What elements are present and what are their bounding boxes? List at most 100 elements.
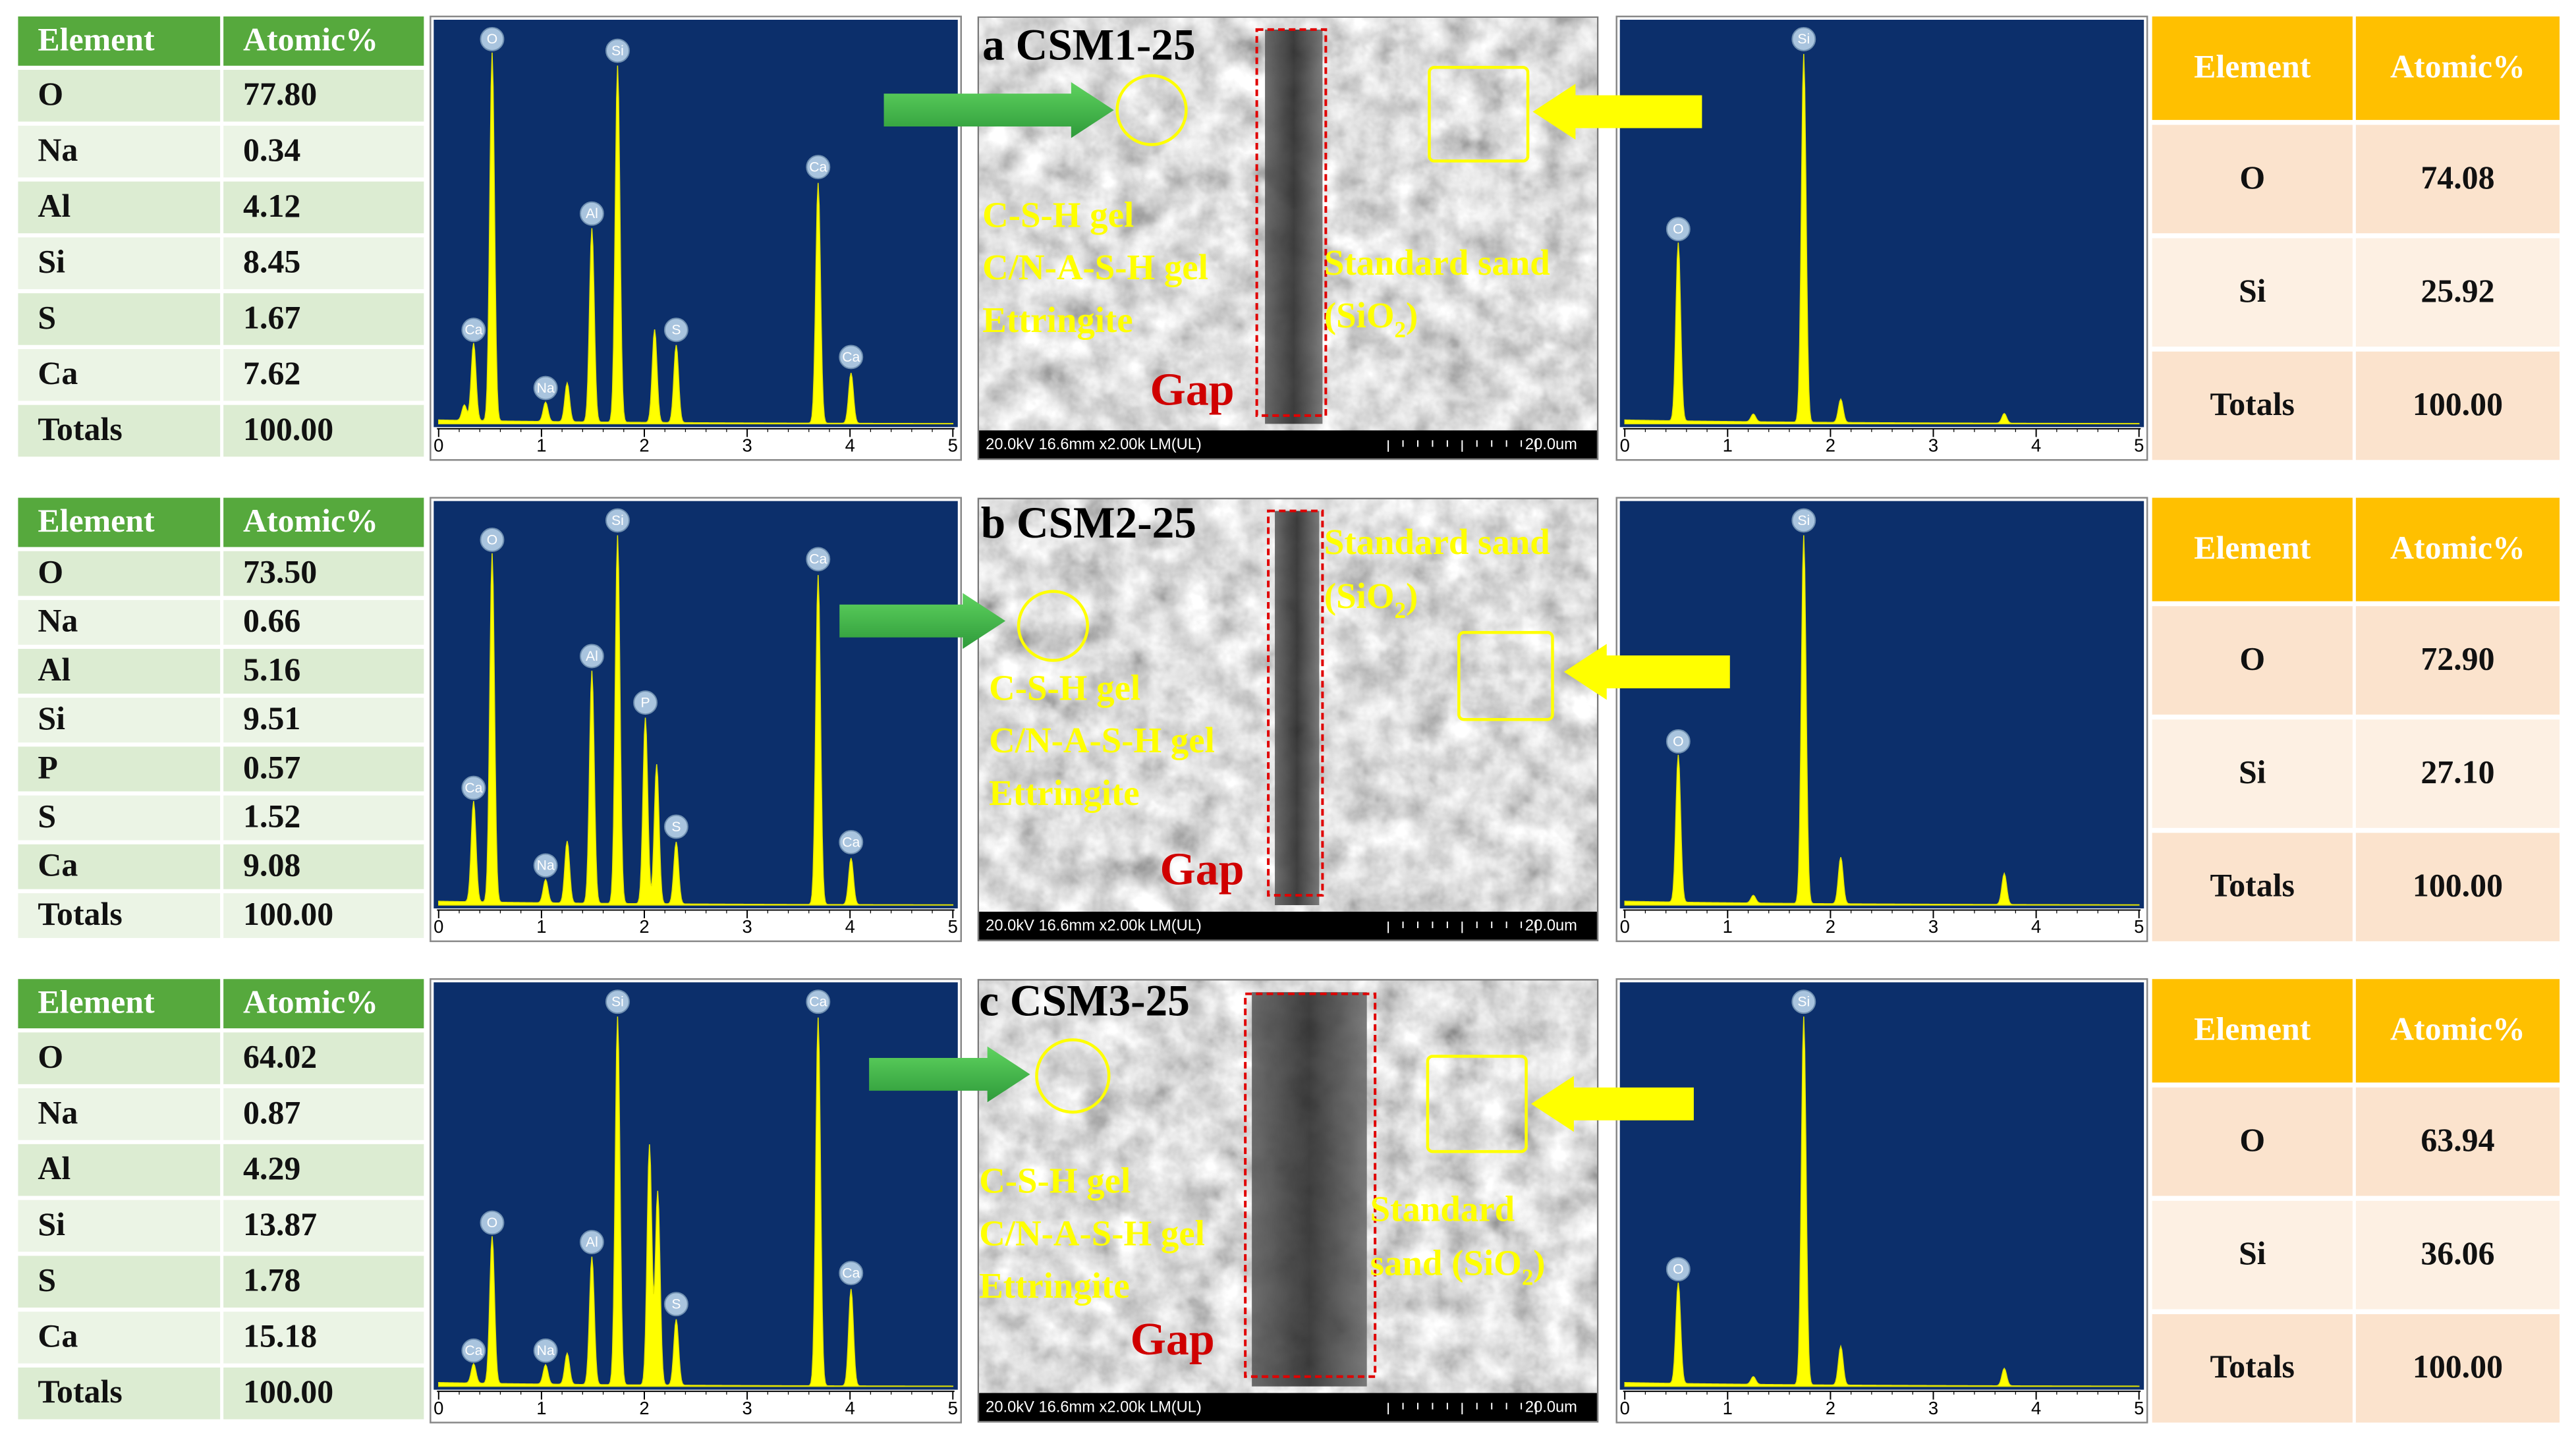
sem-scale-label: 20.0um xyxy=(1525,1398,1577,1416)
peak-label: Ca xyxy=(464,323,482,338)
peak-marker xyxy=(839,830,864,854)
peak-marker xyxy=(461,775,486,800)
peak-marker xyxy=(1791,989,1816,1014)
table-cell-text: 4.29 xyxy=(243,1150,300,1186)
peak-marker xyxy=(480,26,505,51)
table-header-cell xyxy=(2152,979,2353,1083)
x-tick-label: 1 xyxy=(536,1398,546,1418)
x-tick-label: 0 xyxy=(434,916,443,937)
sem-scale-label: 20.0um xyxy=(1525,436,1577,453)
x-tick-label: 3 xyxy=(1928,1398,1938,1418)
peak-label: Si xyxy=(611,43,624,59)
x-tick-label: 5 xyxy=(948,1398,958,1418)
table-cell-text: 1.78 xyxy=(243,1262,300,1298)
gap-band xyxy=(1265,29,1323,424)
sand-label-part: ) xyxy=(1533,1242,1545,1283)
sand-label: Standard xyxy=(1370,1188,1515,1229)
table-cell xyxy=(223,348,424,401)
sand-label: (SiO2) xyxy=(1324,294,1418,342)
x-tick-label: 1 xyxy=(1723,1398,1733,1418)
table-cell xyxy=(18,237,221,289)
phase-label: Ettringite xyxy=(989,773,1139,813)
x-tick-label: 5 xyxy=(2134,1398,2144,1418)
x-tick-label: 0 xyxy=(434,1398,443,1418)
table-header-text: Atomic% xyxy=(2390,530,2525,566)
table-cell-text: Totals xyxy=(38,411,122,447)
peak-label: O xyxy=(487,32,497,47)
x-tick-label: 1 xyxy=(1723,916,1733,937)
peak-label: Si xyxy=(611,994,624,1009)
table-cell-text: S xyxy=(38,299,56,335)
spectrum-curve xyxy=(1624,535,2140,906)
table-header-text: Element xyxy=(2194,48,2311,84)
table-cell xyxy=(18,844,221,889)
table-cell-text: Ca xyxy=(38,1317,78,1354)
table-cell xyxy=(2152,1087,2353,1196)
paste-region xyxy=(1035,1038,1111,1114)
table-cell-text: O xyxy=(2239,159,2265,196)
table-cell-text: Totals xyxy=(2210,386,2295,422)
table-cell xyxy=(18,348,221,401)
x-tick-label: 1 xyxy=(536,916,546,937)
x-tick-label: 0 xyxy=(1620,435,1630,456)
table-cell xyxy=(2152,351,2353,460)
sand-label-part: ) xyxy=(1406,294,1418,335)
x-tick-label: 3 xyxy=(742,916,752,937)
x-tick-label: 0 xyxy=(434,435,443,456)
table-cell xyxy=(2355,719,2560,828)
sand-label: Standard sand xyxy=(1324,242,1550,283)
table-cell-text: 1.52 xyxy=(243,798,300,834)
table-cell xyxy=(223,844,424,889)
x-tick-label: 0 xyxy=(1620,1398,1630,1418)
green-arrow xyxy=(839,593,1006,650)
table-cell xyxy=(2355,125,2560,234)
peak-label: Si xyxy=(1797,513,1810,528)
table-cell-text: 1.67 xyxy=(243,299,300,335)
table-cell-text: O xyxy=(2239,1122,2265,1158)
table-cell-text: Na xyxy=(38,132,78,168)
table-cell-text: 4.12 xyxy=(243,188,300,224)
info-bar xyxy=(979,1393,1597,1422)
table-cell-text: Si xyxy=(38,700,65,736)
gap-outline xyxy=(1244,992,1377,1378)
table-cell-text: 73.50 xyxy=(243,554,317,590)
table-cell-text: 100.00 xyxy=(243,896,333,932)
table-cell-text: 74.08 xyxy=(2421,159,2494,196)
sand-label-part: (SiO xyxy=(1324,294,1395,335)
sem-scale-label: 20.0um xyxy=(1525,918,1577,935)
table-header-cell xyxy=(18,497,221,547)
sand-region xyxy=(1457,630,1554,721)
sem-info: 20.0kV 16.6mm x2.00k LM(UL) xyxy=(986,1398,1202,1416)
peak-label: Na xyxy=(537,858,555,873)
peak-marker xyxy=(806,989,831,1014)
sem-image: 20.0kV 16.6mm x2.00k LM(UL) 20.0um C-S-H g… xyxy=(977,16,1599,460)
table-cell xyxy=(223,181,424,234)
phase-label: C-S-H gel xyxy=(982,194,1134,235)
peak-label: Al xyxy=(586,206,598,221)
table-cell-text: 15.18 xyxy=(243,1317,317,1354)
spectrum-curve xyxy=(438,52,954,425)
table-cell-text: Totals xyxy=(2210,1348,2295,1385)
spectrum-plot-bg xyxy=(434,501,958,909)
table-cell-text: P xyxy=(38,749,57,785)
table-cell xyxy=(18,795,221,841)
table-cell-text: 100.00 xyxy=(2413,386,2503,422)
spectrum-plot-bg xyxy=(434,982,958,1390)
peak-label: P xyxy=(640,695,650,710)
table-cell-text: Al xyxy=(38,188,70,224)
table-cell xyxy=(18,698,221,743)
peak-label: Ca xyxy=(809,994,827,1009)
phase-label: C/N-A-S-H gel xyxy=(989,720,1215,760)
table-header-cell xyxy=(2152,16,2353,121)
table-cell-text: Totals xyxy=(2210,868,2295,904)
table-cell xyxy=(18,404,221,457)
table-cell xyxy=(223,795,424,841)
peak-marker xyxy=(1791,26,1816,51)
peak-label: O xyxy=(487,1215,497,1231)
table-cell-text: 0.87 xyxy=(243,1094,300,1130)
table-cell-text: 9.51 xyxy=(243,700,300,736)
table-cell xyxy=(2355,238,2560,347)
peak-label: Ca xyxy=(464,781,482,796)
table-header-cell xyxy=(18,979,221,1029)
x-tick-label: 4 xyxy=(2031,916,2041,937)
